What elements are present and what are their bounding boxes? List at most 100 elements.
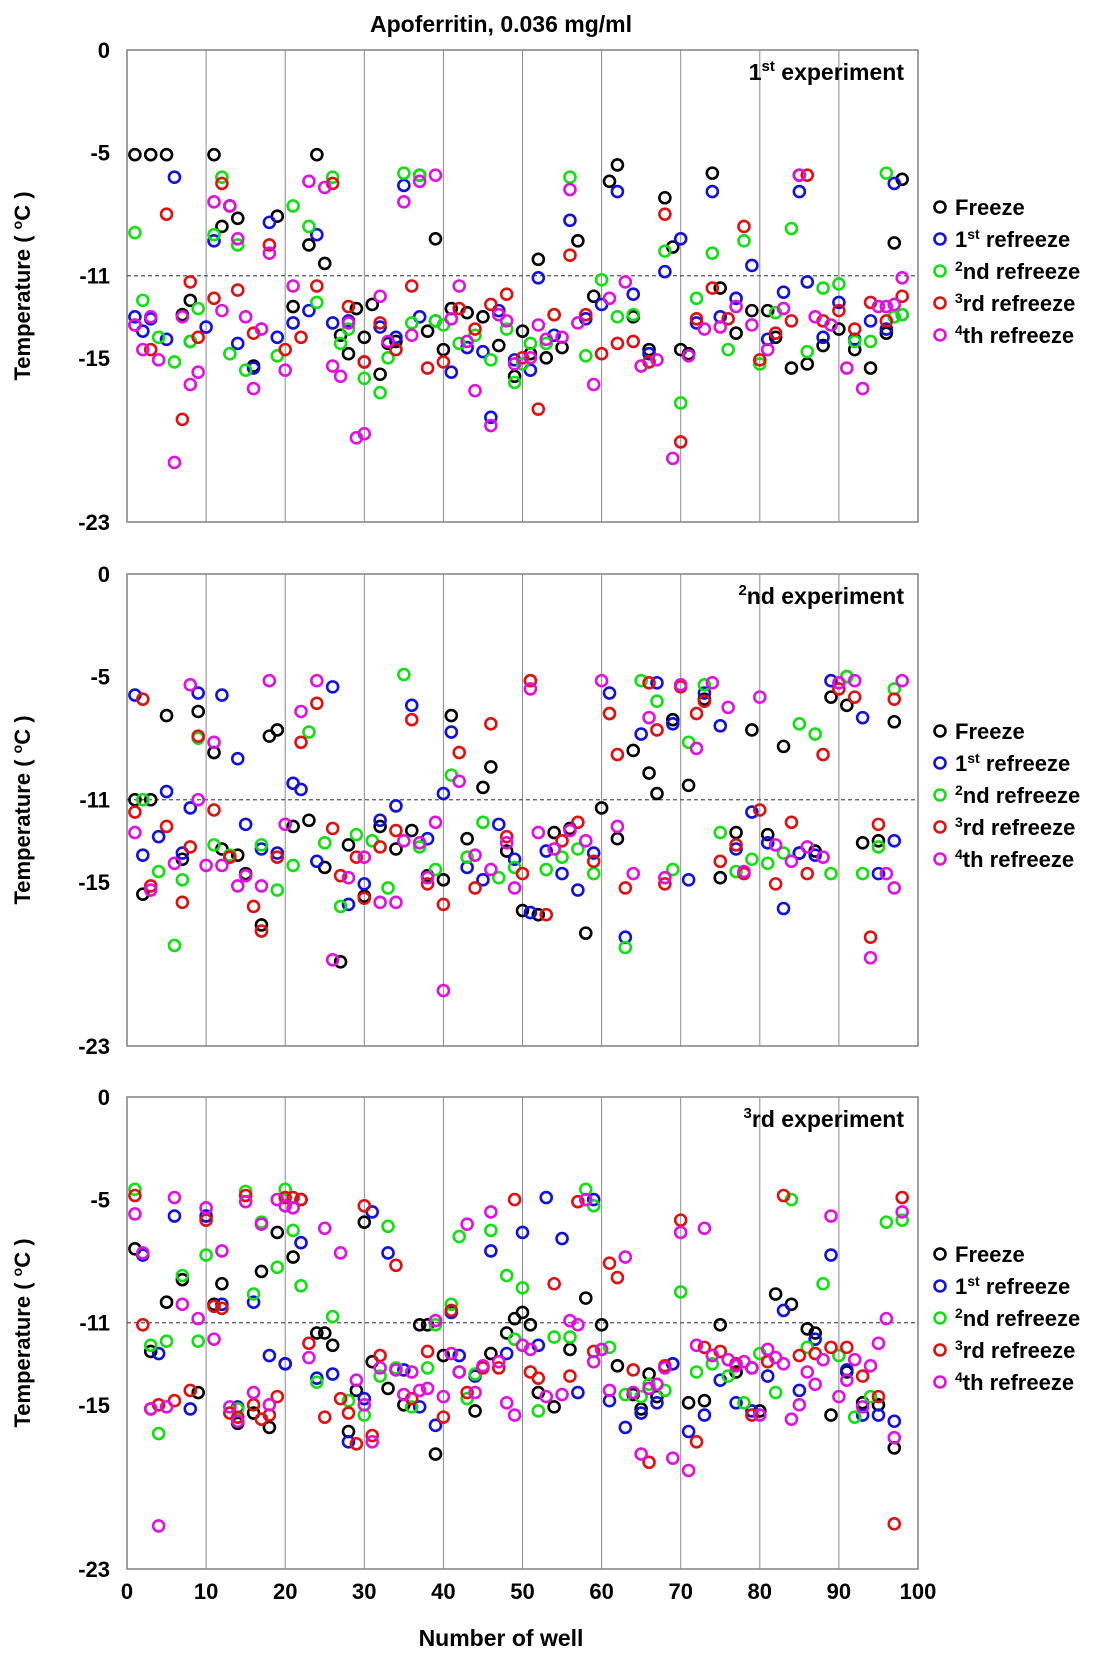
data-point [689,1338,704,1353]
data-point [428,862,443,877]
data-point [215,170,229,185]
data-point [357,891,372,906]
data-point [745,805,759,819]
svg-text:1st refreeze: 1st refreeze [955,1273,1070,1299]
data-point [310,1375,324,1390]
data-point [768,1287,783,1301]
data-point [468,1404,482,1418]
data-point [191,704,205,719]
y-tick-label: -23 [78,1557,110,1582]
data-point [317,836,332,850]
data-point [515,1305,530,1320]
data-point [689,706,704,721]
legend-item-2nd-refreeze: 2nd refreeze [933,782,1080,808]
data-point [594,801,609,815]
data-point [697,1408,712,1422]
data-point [420,324,435,338]
data-point [381,1381,395,1396]
svg-text:1st refreeze: 1st refreeze [955,750,1070,776]
data-point [816,850,830,865]
data-point [151,330,166,345]
data-point [705,184,720,199]
data-point [207,227,221,242]
data-point [863,334,878,349]
data-point [167,856,182,871]
data-point [183,275,198,289]
data-point [404,823,419,838]
data-point [404,328,419,343]
data-point [768,330,783,345]
data-point [436,983,451,998]
data-point [816,747,830,762]
y-tick-labels: 0 -5 -11 -15 -23 [78,1085,110,1582]
data-point [302,219,316,234]
data-point [254,879,269,893]
data-point [357,371,372,386]
data-point [816,338,830,353]
data-point [310,227,324,242]
data-point [452,774,467,789]
data-point [594,346,609,361]
data-point [689,741,704,756]
data-point [847,690,862,704]
data-point [776,1356,791,1371]
data-point [373,367,387,382]
data-point [317,1326,332,1340]
data-point [183,1383,198,1398]
data-point [254,838,269,852]
data-point [215,176,229,191]
data-point [183,377,198,392]
data-point [800,168,815,182]
data-point [887,1414,902,1429]
data-point [341,838,356,852]
legend-item-1st-refreeze: 1st refreeze [933,1273,1070,1299]
data-point [341,870,356,885]
data-point [650,1377,664,1392]
data-point [610,336,625,351]
data-point [452,336,467,351]
data-point [499,829,514,844]
y-tick-label: -23 [78,510,110,535]
data-point [499,844,514,858]
data-point [404,1400,419,1414]
data-point [484,1244,498,1258]
data-point [531,907,546,922]
data-point [847,1352,862,1367]
data-point [302,174,316,189]
data-point [365,1434,380,1449]
x-tick-label: 100 [900,1579,937,1604]
data-point [420,1381,435,1396]
x-tick-label: 10 [194,1579,218,1604]
data-point [571,234,585,248]
data-point [737,219,751,234]
data-point [507,357,522,371]
data-point [333,369,348,384]
data-point [808,1332,822,1346]
data-point [215,1276,229,1291]
data-point [879,166,894,180]
data-point [586,377,601,392]
data-point [586,854,601,869]
data-point [199,1248,213,1262]
data-point [270,883,285,897]
data-point [658,870,672,885]
data-point [444,725,459,739]
data-point [223,1400,237,1414]
data-point [397,195,411,209]
data-point [476,344,490,359]
data-point [215,219,229,234]
data-point [499,314,514,328]
data-point [286,1250,300,1264]
data-point [642,1377,656,1392]
data-point [681,348,696,363]
x-axis-label: Number of well [419,1625,584,1651]
data-point [325,1338,340,1353]
data-point [547,825,561,840]
data-point [128,1207,142,1221]
data-point [650,675,664,690]
data-point [634,1402,648,1416]
data-point [191,1311,205,1326]
data-point [752,690,767,704]
data-point [681,1395,696,1410]
data-point [792,168,807,182]
